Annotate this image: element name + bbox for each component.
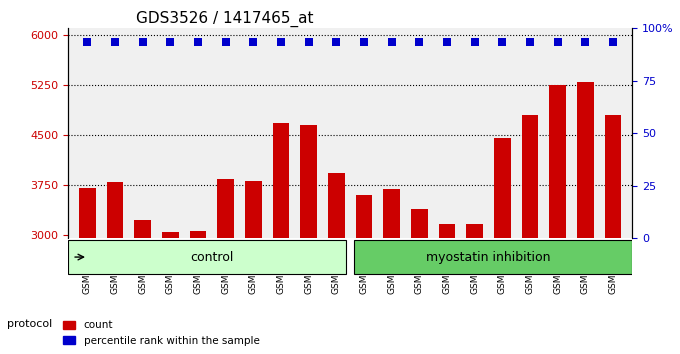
Bar: [107, 182, 123, 354]
Point: [386, 39, 397, 45]
Point: [82, 39, 92, 45]
Point: [109, 39, 120, 45]
Point: [303, 39, 314, 45]
Bar: [522, 115, 539, 354]
Text: GDS3526 / 1417465_at: GDS3526 / 1417465_at: [136, 11, 313, 27]
Text: protocol: protocol: [7, 319, 52, 329]
Bar: [218, 179, 234, 354]
Bar: [328, 173, 345, 354]
Bar: [301, 125, 317, 354]
Point: [248, 39, 259, 45]
Bar: [439, 224, 456, 354]
Bar: [190, 231, 206, 354]
Bar: [605, 115, 622, 354]
Point: [358, 39, 369, 45]
Point: [524, 39, 535, 45]
Bar: [577, 81, 594, 354]
Bar: [273, 123, 289, 354]
Point: [552, 39, 563, 45]
Point: [137, 39, 148, 45]
Bar: [79, 188, 96, 354]
Point: [192, 39, 203, 45]
Bar: [549, 85, 566, 354]
Point: [414, 39, 425, 45]
Bar: [245, 181, 262, 354]
Legend: count, percentile rank within the sample: count, percentile rank within the sample: [60, 317, 262, 349]
Point: [220, 39, 231, 45]
Point: [331, 39, 342, 45]
Point: [580, 39, 591, 45]
Point: [165, 39, 176, 45]
FancyBboxPatch shape: [68, 240, 346, 274]
FancyBboxPatch shape: [354, 240, 632, 274]
Point: [469, 39, 480, 45]
Text: control: control: [190, 251, 233, 264]
Bar: [494, 138, 511, 354]
Point: [608, 39, 619, 45]
Bar: [356, 195, 373, 354]
Text: myostatin inhibition: myostatin inhibition: [426, 251, 551, 264]
Bar: [466, 224, 483, 354]
Bar: [384, 189, 400, 354]
Point: [497, 39, 508, 45]
Bar: [162, 232, 179, 354]
Bar: [135, 220, 151, 354]
Point: [441, 39, 452, 45]
Point: [275, 39, 286, 45]
Bar: [411, 209, 428, 354]
